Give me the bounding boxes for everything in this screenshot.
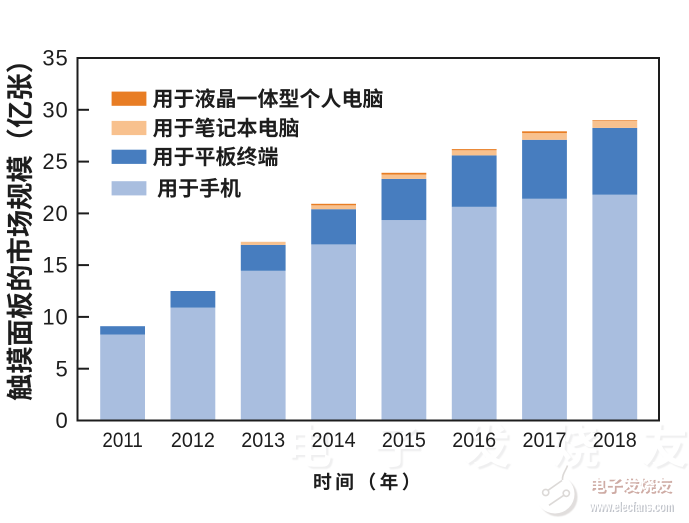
- svg-text:25: 25: [42, 149, 68, 174]
- svg-text:2018: 2018: [593, 429, 637, 452]
- svg-text:2017: 2017: [523, 429, 567, 452]
- svg-text:2012: 2012: [171, 429, 215, 452]
- svg-text:0: 0: [55, 408, 68, 433]
- svg-text:15: 15: [42, 253, 68, 278]
- svg-text:5: 5: [55, 356, 68, 381]
- svg-text:2013: 2013: [241, 429, 285, 452]
- svg-text:www.elecfans.com: www.elecfans.com: [589, 499, 674, 514]
- svg-text:www.elecfans.com: www.elecfans.com: [590, 500, 675, 515]
- svg-text:2015: 2015: [382, 429, 426, 452]
- svg-text:2014: 2014: [312, 429, 356, 452]
- svg-text:2011: 2011: [102, 429, 143, 452]
- svg-text:2016: 2016: [452, 429, 496, 452]
- svg-text:30: 30: [42, 97, 68, 122]
- svg-text:20: 20: [42, 201, 68, 226]
- svg-text:10: 10: [42, 305, 68, 330]
- svg-text:35: 35: [42, 46, 68, 71]
